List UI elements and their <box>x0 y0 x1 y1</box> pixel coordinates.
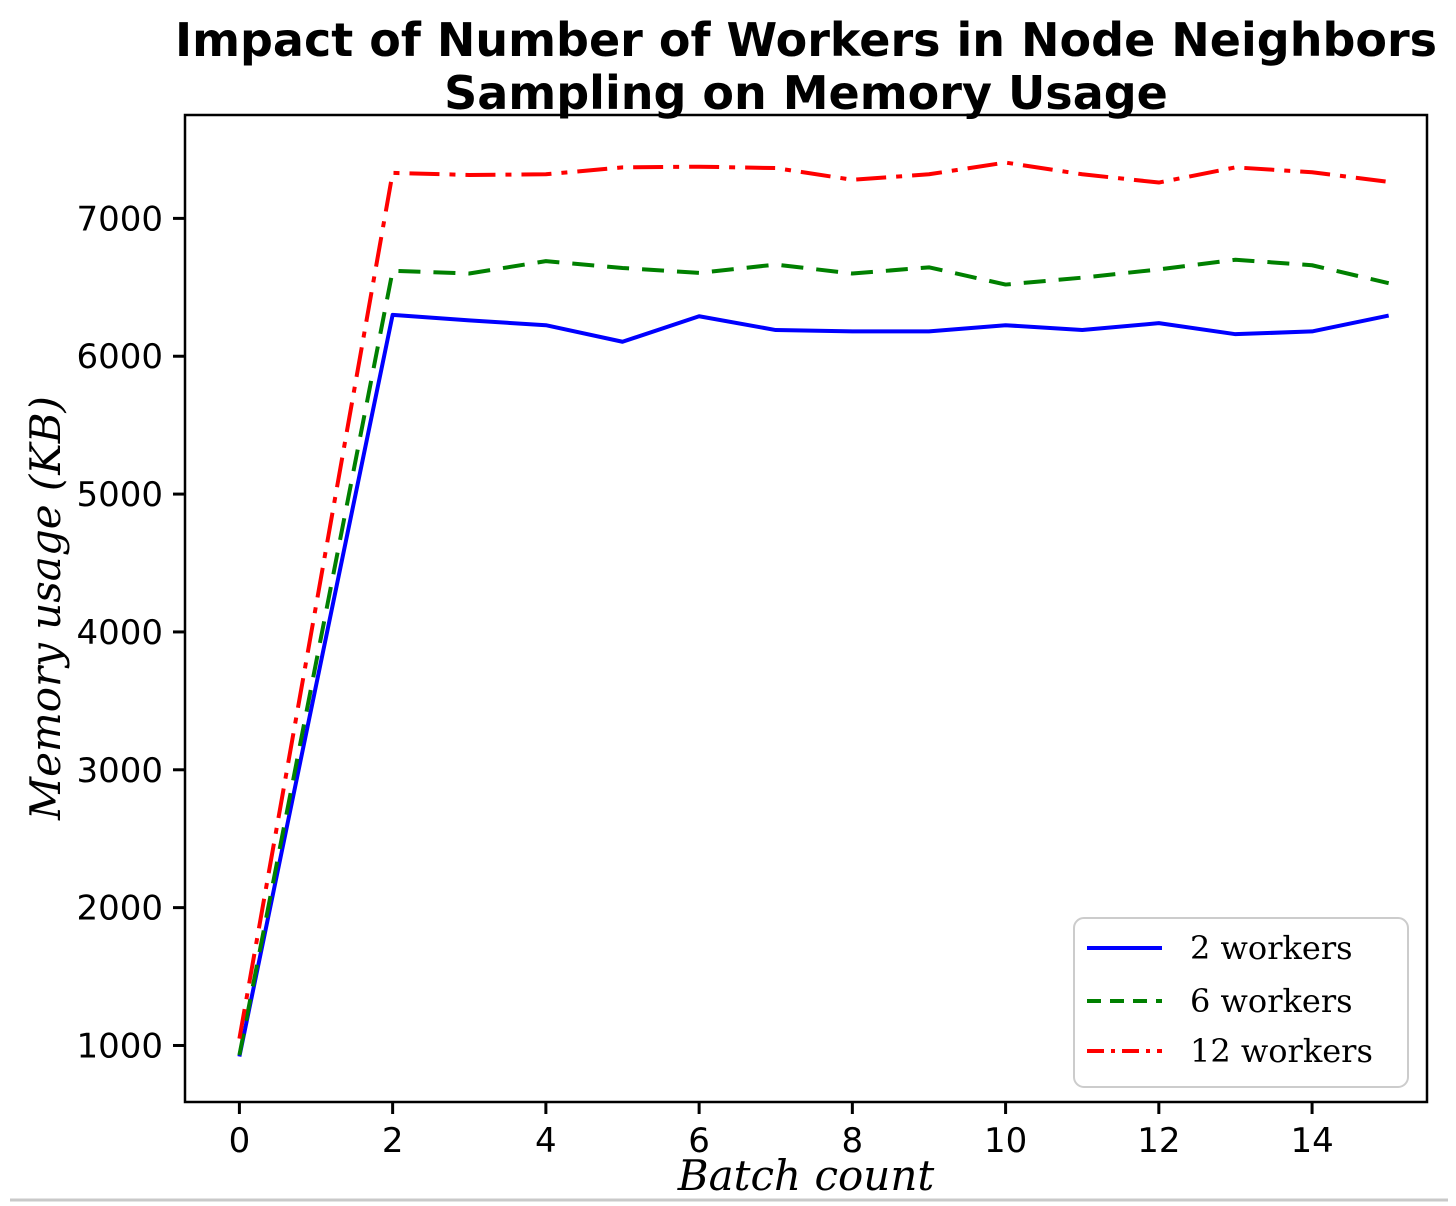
x-tick-label: 10 <box>984 1121 1027 1161</box>
x-tick-label: 6 <box>688 1121 710 1161</box>
x-tick-label: 4 <box>535 1121 557 1161</box>
x-tick-label: 2 <box>382 1121 404 1161</box>
series-line-6-workers <box>237 257 1390 1056</box>
y-tick-label: 5000 <box>76 475 163 515</box>
legend: 2 workers 6 workers 12 workers <box>1073 917 1409 1088</box>
axis-ticks: 0 2 4 6 8 10 12 14 1000 2000 3000 4000 5000 6000 7000 <box>76 199 1333 1161</box>
series-line-12-workers <box>237 160 1389 1039</box>
plot-area <box>183 113 1429 1104</box>
y-tick-label: 6000 <box>76 337 163 377</box>
y-tick-label: 7000 <box>76 199 163 239</box>
x-tick-label: 8 <box>842 1121 864 1161</box>
legend-label-2-workers: 2 workers <box>1190 929 1353 967</box>
y-tick-label: 3000 <box>76 751 163 791</box>
chart-title-line2: Sampling on Memory Usage <box>444 66 1168 120</box>
series-line-2-workers <box>237 312 1390 1057</box>
y-tick-label: 1000 <box>76 1026 163 1066</box>
legend-label-12-workers: 12 workers <box>1190 1032 1373 1070</box>
y-axis-label: Memory usage (KB) <box>21 396 70 821</box>
series-lines <box>237 160 1390 1057</box>
x-tick-label: 12 <box>1137 1121 1180 1161</box>
x-tick-label: 14 <box>1290 1121 1333 1161</box>
x-tick-label: 0 <box>229 1121 251 1161</box>
y-tick-label: 4000 <box>76 613 163 653</box>
legend-label-6-workers: 6 workers <box>1190 982 1353 1020</box>
y-tick-label: 2000 <box>76 889 163 929</box>
chart-title-line1: Impact of Number of Workers in Node Neig… <box>175 13 1437 67</box>
x-axis-label: Batch count <box>677 1151 935 1200</box>
legend-box <box>1073 917 1409 1088</box>
